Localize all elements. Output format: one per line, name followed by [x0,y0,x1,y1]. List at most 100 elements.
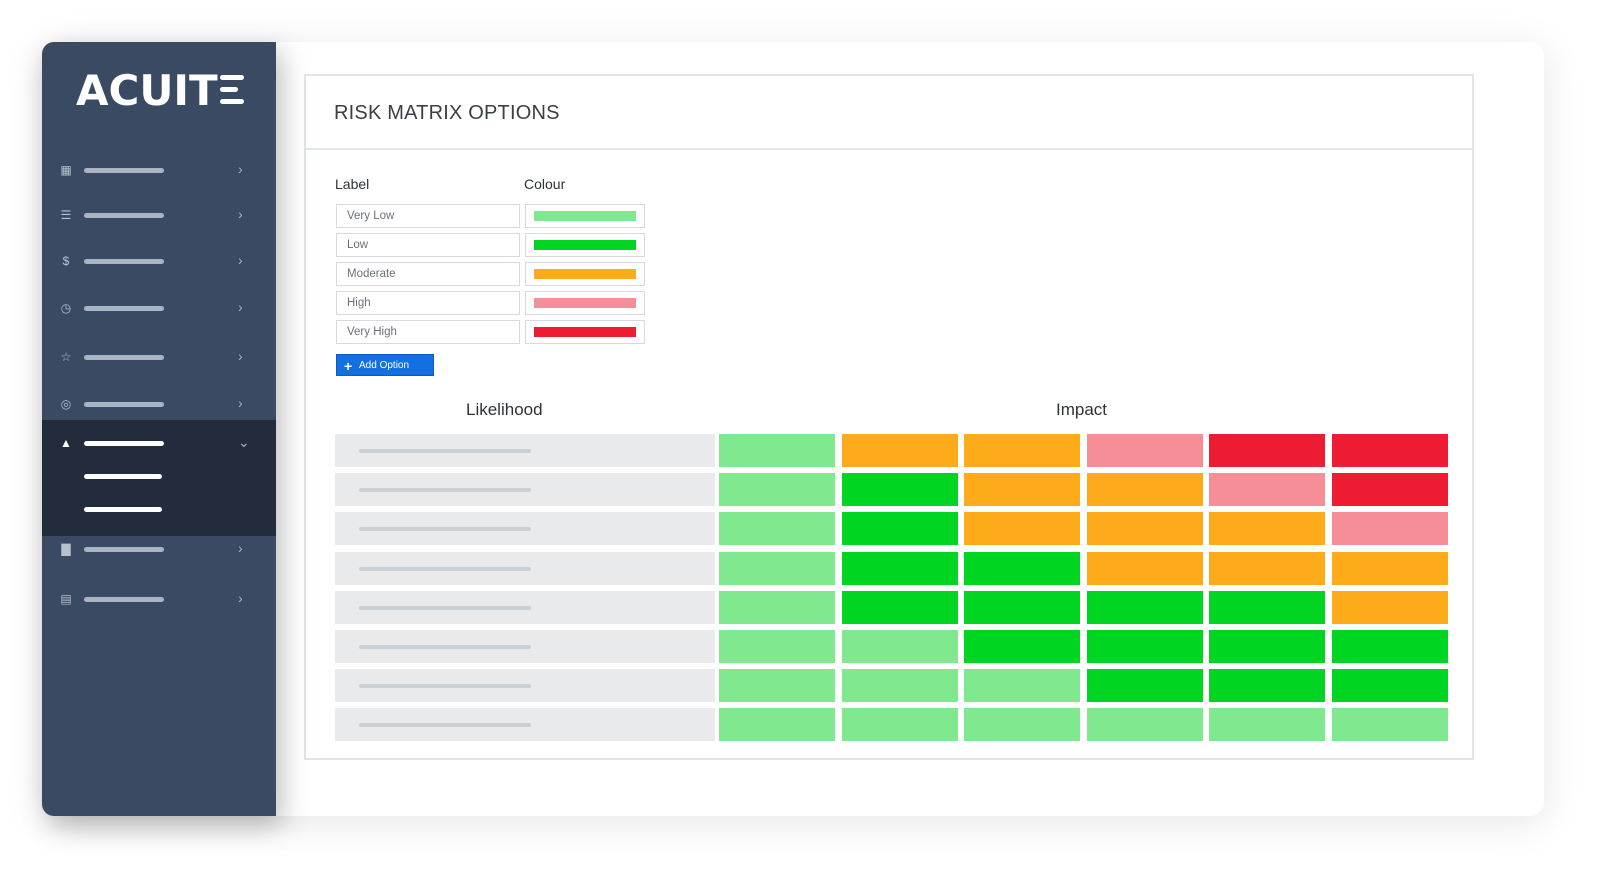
matrix-cell[interactable] [1086,434,1203,467]
matrix-cell[interactable] [1086,669,1203,703]
warning-icon: ▲ [60,436,72,450]
matrix-row [335,473,1449,507]
matrix-cell[interactable] [719,630,835,663]
matrix-row [335,630,1449,663]
sidebar-item-label-placeholder [84,597,164,602]
matrix-cell[interactable] [719,551,835,585]
label-placeholder [359,605,531,610]
matrix-cell[interactable] [1086,473,1203,507]
matrix-cell[interactable] [964,630,1080,663]
matrix-row [335,512,1449,546]
matrix-cell[interactable] [1086,590,1203,624]
matrix-cell[interactable] [1086,512,1203,546]
option-colour-picker[interactable] [525,320,645,344]
option-colour-picker[interactable] [525,291,645,315]
likelihood-label-cell[interactable] [335,708,715,742]
chevron-right-icon: › [238,299,243,315]
matrix-cell[interactable] [1086,551,1203,585]
matrix-cell[interactable] [1209,590,1325,624]
chevron-right-icon: › [238,395,243,411]
matrix-cell[interactable] [1331,669,1448,703]
matrix-cell[interactable] [1331,708,1448,742]
option-label-input[interactable]: High [336,291,520,315]
sidebar-item-0[interactable]: ▦ › [42,150,276,190]
sidebar-item-5[interactable]: ◎ › [42,384,276,424]
option-colour-picker[interactable] [525,204,645,228]
option-colour-picker[interactable] [525,233,645,257]
matrix-row [335,590,1449,624]
add-option-label: Add Option [359,360,410,371]
submenu-item-1[interactable] [84,474,162,479]
colour-swatch [534,298,636,308]
matrix-cell[interactable] [719,590,835,624]
matrix-cell[interactable] [1209,512,1325,546]
matrix-cell[interactable] [719,434,835,467]
matrix-cell[interactable] [1209,473,1325,507]
matrix-cell[interactable] [841,708,958,742]
label-placeholder [359,449,531,453]
likelihood-label-cell[interactable] [335,551,715,585]
matrix-cell[interactable] [1209,551,1325,585]
matrix-cell[interactable] [841,630,958,663]
matrix-cell[interactable] [841,473,958,507]
matrix-cell[interactable] [841,669,958,703]
sidebar-item-3[interactable]: ◷ › [42,288,276,328]
matrix-cell[interactable] [1331,473,1448,507]
matrix-cell[interactable] [1086,630,1203,663]
sidebar-item-8[interactable]: ▤ › [42,579,276,619]
submenu-item-2[interactable] [84,507,162,512]
matrix-cell[interactable] [719,708,835,742]
likelihood-label-cell[interactable] [335,434,715,467]
option-label-input[interactable]: Moderate [336,262,520,286]
matrix-cell[interactable] [1331,512,1448,546]
matrix-cell[interactable] [964,669,1080,703]
acuite-logo[interactable]: ACUIT [76,70,244,112]
matrix-cell[interactable] [964,708,1080,742]
matrix-cell[interactable] [1331,434,1448,467]
matrix-cell[interactable] [1331,630,1448,663]
matrix-cell[interactable] [1331,551,1448,585]
option-colour-picker[interactable] [525,262,645,286]
matrix-cell[interactable] [719,473,835,507]
sidebar-item-1[interactable]: ☰ › [42,195,276,235]
matrix-cell[interactable] [841,512,958,546]
matrix-row [335,434,1449,467]
matrix-cell[interactable] [1209,434,1325,467]
likelihood-label-cell[interactable] [335,512,715,546]
matrix-cell[interactable] [964,551,1080,585]
matrix-cell[interactable] [964,590,1080,624]
matrix-cell[interactable] [719,512,835,546]
matrix-cell[interactable] [1209,708,1325,742]
sidebar-item-7[interactable]: ▇ › [42,529,276,569]
matrix-cell[interactable] [841,551,958,585]
add-option-button[interactable]: + Add Option [336,354,434,376]
option-label-input[interactable]: Very Low [336,204,520,228]
star-icon: ☆ [60,350,72,364]
sidebar-item-6[interactable]: ▲ ⌄ [42,423,276,463]
matrix-cell[interactable] [964,434,1080,467]
colour-swatch [534,327,636,337]
matrix-cell[interactable] [964,512,1080,546]
card-header: RISK MATRIX OPTIONS [306,76,1472,150]
option-label-input[interactable]: Very High [336,320,520,344]
matrix-cell[interactable] [719,669,835,703]
option-label-input[interactable]: Low [336,233,520,257]
logo-e-mark [219,75,244,105]
matrix-cell[interactable] [1209,630,1325,663]
matrix-cell[interactable] [841,434,958,467]
likelihood-label-cell[interactable] [335,473,715,507]
matrix-cell[interactable] [964,473,1080,507]
likelihood-label-cell[interactable] [335,630,715,663]
matrix-cell[interactable] [841,590,958,624]
label-column-header: Label [335,176,370,192]
colour-swatch [534,240,636,250]
label-placeholder [359,488,531,493]
chevron-right-icon: › [238,348,243,364]
matrix-cell[interactable] [1331,590,1448,624]
likelihood-label-cell[interactable] [335,669,715,703]
sidebar-item-2[interactable]: $ › [42,241,276,281]
sidebar-item-4[interactable]: ☆ › [42,337,276,377]
likelihood-label-cell[interactable] [335,590,715,624]
matrix-cell[interactable] [1086,708,1203,742]
matrix-cell[interactable] [1209,669,1325,703]
